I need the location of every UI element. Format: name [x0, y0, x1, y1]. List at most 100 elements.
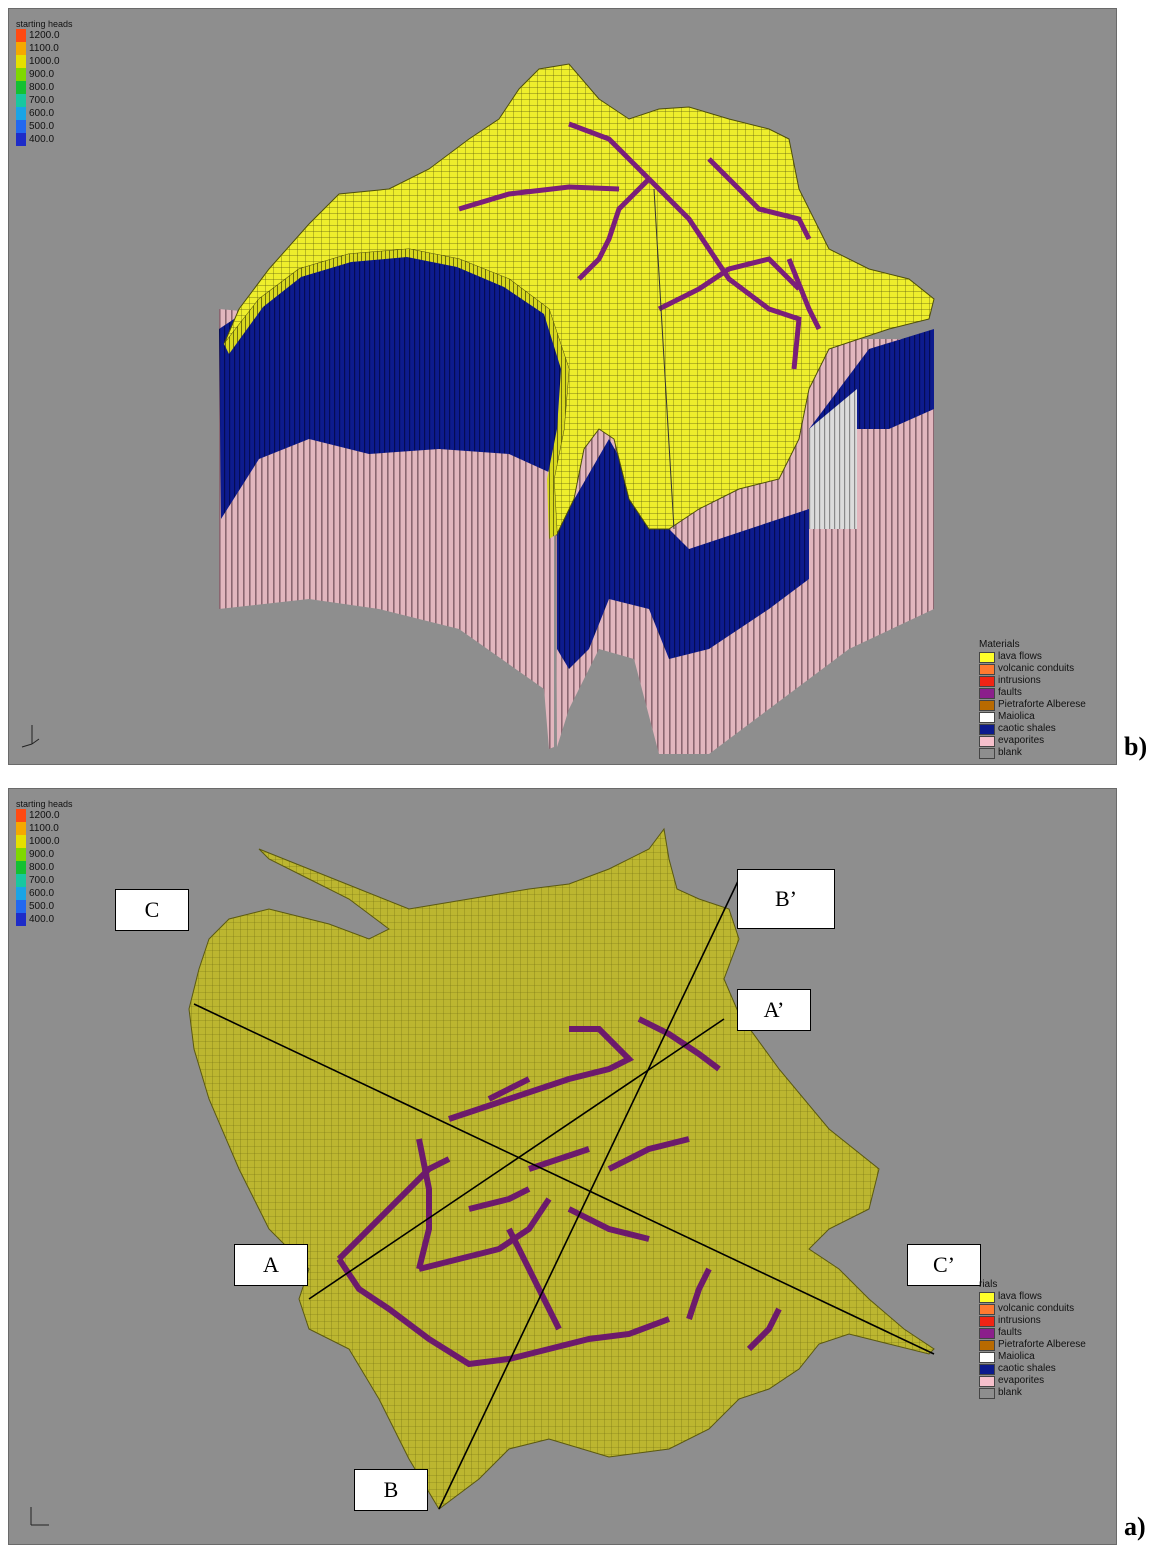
color-bar-swatch: [16, 874, 26, 887]
legend-swatch: [979, 735, 995, 747]
legend-item-caotic-shales: caotic shales: [998, 723, 1056, 734]
color-bar-swatch: [16, 133, 26, 146]
color-bar-value: 400.0: [29, 134, 55, 145]
legend-item-evaporites: evaporites: [998, 1375, 1045, 1386]
color-bar-value: 1200.0: [29, 810, 60, 821]
fault-plan-13: [686, 1267, 712, 1320]
fault-plan-5: [448, 1026, 635, 1122]
color-bar-swatch: [16, 861, 26, 874]
caotic-shales-wall-center: [557, 439, 809, 669]
fault-3d-3: [577, 177, 651, 281]
legend-item-maiolica: Maiolica: [998, 711, 1035, 722]
caotic-shales-wall-left: [219, 249, 589, 519]
color-bar-value: 700.0: [29, 95, 55, 106]
legend-swatch: [979, 1291, 995, 1303]
legend-swatch: [979, 1327, 995, 1339]
legend-item-volcanic-conduits: volcanic conduits: [998, 1303, 1075, 1314]
fault-3d-2: [568, 121, 802, 370]
color-bar-value: 500.0: [29, 121, 55, 132]
faults-3d: [458, 121, 822, 370]
materials-legend-title: rials: [979, 1279, 998, 1290]
fault-plan-14: [746, 1307, 782, 1352]
color-bar-value: 500.0: [29, 901, 55, 912]
legend-item-intrusions: intrusions: [998, 675, 1041, 686]
legend-item-blank: blank: [998, 747, 1022, 758]
legend-item-pietraforte-alberese: Pietraforte Alberese: [998, 699, 1086, 710]
color-bar-value: 900.0: [29, 69, 55, 80]
color-bar-swatch: [16, 94, 26, 107]
color-bar-swatch: [16, 822, 26, 835]
legend-swatch: [979, 1315, 995, 1327]
color-bar-value: 400.0: [29, 914, 55, 925]
fault-plan-6: [528, 1146, 590, 1172]
fault-plan-8: [487, 1076, 531, 1102]
fault-3d-1: [458, 184, 620, 212]
color-bar-swatch: [16, 848, 26, 861]
faults-plan: [336, 1016, 782, 1368]
color-bar-swatch: [16, 107, 26, 120]
color-bar-swatch: [16, 29, 26, 42]
axis-triad-icon: [21, 725, 40, 748]
legend-item-intrusions: intrusions: [998, 1315, 1041, 1326]
fault-plan-7: [468, 1186, 531, 1212]
fault-plan-3: [416, 1138, 432, 1270]
section-label-b-prime: B’: [737, 869, 835, 929]
color-bar-swatch: [16, 81, 26, 94]
legend-item-faults: faults: [998, 1327, 1022, 1338]
color-bar-swatch: [16, 120, 26, 133]
legend-swatch: [979, 651, 995, 663]
legend-swatch: [979, 699, 995, 711]
legend-swatch: [979, 1339, 995, 1351]
fault-3d-5: [707, 157, 812, 241]
legend-item-evaporites: evaporites: [998, 735, 1045, 746]
legend-swatch: [979, 675, 995, 687]
legend-item-maiolica: Maiolica: [998, 1351, 1035, 1362]
section-label-a-prime: A’: [737, 989, 811, 1031]
color-bar-value: 900.0: [29, 849, 55, 860]
section-line-3d: [653, 188, 675, 530]
color-bar-swatch: [16, 55, 26, 68]
legend-item-volcanic-conduits: volcanic conduits: [998, 663, 1075, 674]
block-model-3d-figure: [219, 63, 935, 754]
section-label-b: B: [354, 1469, 428, 1511]
fault-3d-4: [657, 256, 801, 312]
color-bar-value: 1100.0: [29, 43, 59, 54]
color-bar-swatch: [16, 809, 26, 822]
legend-item-lava-flows: lava flows: [998, 1291, 1042, 1302]
legend-swatch: [979, 747, 995, 759]
legend-swatch: [979, 687, 995, 699]
color-bar-value: 1000.0: [29, 56, 60, 67]
legend-swatch: [979, 723, 995, 735]
color-bar-swatch: [16, 42, 26, 55]
color-bar-value: 1000.0: [29, 836, 60, 847]
color-bar-value: 600.0: [29, 888, 55, 899]
legend-swatch: [979, 1375, 995, 1387]
color-bar-value: 600.0: [29, 108, 55, 119]
color-bar-swatch: [16, 887, 26, 900]
fault-plan-4: [418, 1197, 552, 1272]
section-line-b: [438, 878, 740, 1510]
legend-swatch: [979, 1303, 995, 1315]
legend-swatch: [979, 663, 995, 675]
materials-legend-title: Materials: [979, 639, 1020, 650]
color-bar-value: 800.0: [29, 82, 55, 93]
color-bar-value: 1200.0: [29, 30, 60, 41]
color-bar-value: 700.0: [29, 875, 55, 886]
plan-view-figure: [188, 827, 935, 1510]
fault-plan-2: [336, 1257, 671, 1368]
section-line-a: [308, 1018, 725, 1300]
legend-swatch: [979, 1351, 995, 1363]
legend-item-pietraforte-alberese: Pietraforte Alberese: [998, 1339, 1086, 1350]
color-bar-swatch: [16, 913, 26, 926]
lava-flows-plan: [188, 827, 935, 1510]
color-bar-title: starting heads: [16, 799, 73, 809]
fault-plan-12: [607, 1136, 690, 1172]
color-bar: starting heads 1200.0 1100.0 1000.0 900.…: [16, 799, 73, 926]
color-bar-swatch: [16, 835, 26, 848]
section-lines: [193, 878, 935, 1510]
axis-triad-icon: [30, 1507, 49, 1526]
section-label-c-prime: C’: [907, 1244, 981, 1286]
color-bar-swatch: [16, 68, 26, 81]
fault-plan-10: [506, 1227, 562, 1331]
section-label-a: A: [234, 1244, 308, 1286]
